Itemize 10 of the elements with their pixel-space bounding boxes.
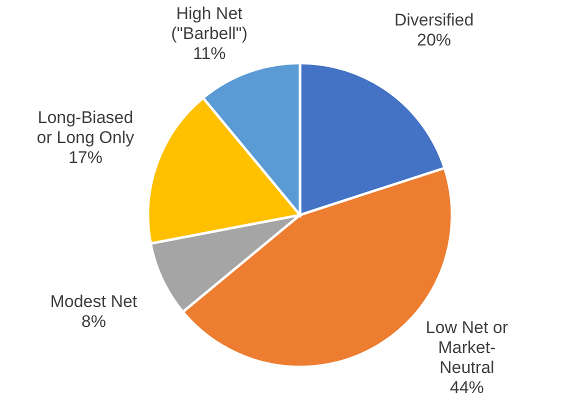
data-label: 20% <box>417 30 452 50</box>
data-label: 11% <box>192 44 226 63</box>
data-label: 8% <box>81 312 106 332</box>
slice-label: Diversified <box>394 10 474 30</box>
data-label: 44% <box>450 378 484 397</box>
slice-label: Low Net or Market-Neutral <box>426 318 508 377</box>
slice-label: High Net ("Barbell") <box>171 4 248 43</box>
data-label: 17% <box>68 148 102 167</box>
slice-label: Long-Biased or Long Only <box>36 108 135 147</box>
slice-label: Modest Net <box>50 292 138 312</box>
